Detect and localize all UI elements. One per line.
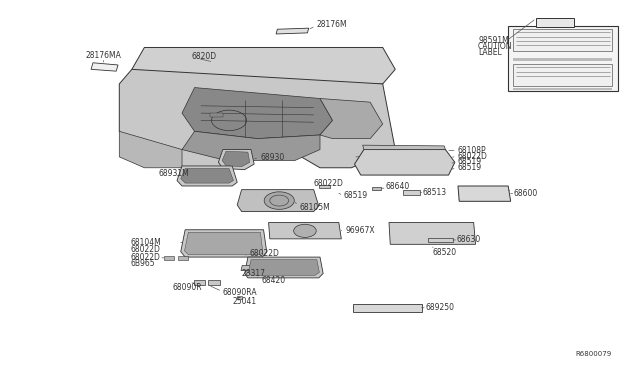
Text: 68022D: 68022D [131, 253, 161, 262]
Text: 96967X: 96967X [345, 226, 374, 235]
Text: 68519: 68519 [458, 163, 482, 172]
Text: 6B965: 6B965 [131, 259, 156, 268]
Polygon shape [363, 145, 445, 150]
Text: CAUTION: CAUTION [478, 42, 513, 51]
Polygon shape [177, 166, 237, 186]
Polygon shape [180, 230, 267, 257]
Text: 68640: 68640 [385, 182, 410, 191]
Circle shape [264, 192, 294, 209]
Polygon shape [320, 99, 383, 139]
Text: 28176MA: 28176MA [86, 51, 122, 60]
Text: 68519: 68519 [344, 191, 368, 200]
Polygon shape [458, 186, 511, 201]
Polygon shape [180, 169, 234, 183]
Polygon shape [164, 256, 175, 260]
Text: 25041: 25041 [232, 297, 256, 306]
Text: 68420: 68420 [261, 276, 285, 285]
Bar [513, 58, 612, 61]
Text: 68930: 68930 [260, 153, 285, 163]
Polygon shape [182, 87, 333, 139]
Bar [513, 87, 612, 90]
Text: 68600: 68600 [513, 189, 538, 198]
Polygon shape [222, 151, 250, 167]
Bar [513, 29, 612, 51]
Text: 68520: 68520 [433, 248, 457, 257]
Circle shape [294, 224, 316, 237]
Polygon shape [403, 190, 420, 195]
Polygon shape [244, 257, 323, 278]
Bar [353, 304, 422, 312]
Text: LABEL: LABEL [478, 48, 502, 57]
Text: 6820D: 6820D [191, 52, 216, 61]
Text: 68104M: 68104M [131, 238, 161, 247]
Polygon shape [248, 260, 319, 275]
Polygon shape [237, 296, 242, 299]
Polygon shape [132, 48, 396, 84]
Text: 689250: 689250 [426, 303, 454, 312]
Text: 68090RA: 68090RA [223, 288, 257, 297]
FancyBboxPatch shape [508, 26, 618, 91]
Text: 68022D: 68022D [131, 245, 161, 254]
Polygon shape [182, 131, 320, 160]
Polygon shape [319, 185, 330, 188]
Text: 68108P: 68108P [458, 146, 486, 155]
Text: 68022D: 68022D [250, 249, 280, 258]
Text: 28176M: 28176M [317, 20, 348, 29]
Polygon shape [241, 266, 256, 270]
Bar [513, 64, 612, 86]
Polygon shape [276, 28, 308, 34]
Bar [194, 280, 205, 285]
Text: 68513: 68513 [422, 188, 446, 197]
Text: 28317: 28317 [242, 269, 266, 278]
Text: 68519: 68519 [458, 157, 482, 166]
Polygon shape [355, 150, 455, 175]
Text: 68630: 68630 [456, 235, 481, 244]
Text: 68105M: 68105M [300, 203, 331, 212]
Polygon shape [211, 113, 223, 117]
Text: 68022D: 68022D [314, 179, 344, 187]
Polygon shape [119, 69, 396, 168]
Polygon shape [269, 222, 341, 239]
FancyBboxPatch shape [536, 18, 574, 28]
Polygon shape [389, 222, 476, 244]
Polygon shape [91, 63, 118, 71]
Text: R6800079: R6800079 [575, 352, 612, 357]
Polygon shape [218, 150, 254, 170]
Bar [209, 280, 220, 285]
Text: 98591M: 98591M [478, 36, 509, 45]
Polygon shape [179, 256, 188, 260]
Text: 68931M: 68931M [159, 169, 189, 178]
Polygon shape [184, 232, 263, 254]
Polygon shape [428, 238, 453, 242]
Text: 68090R: 68090R [173, 283, 202, 292]
Polygon shape [372, 187, 381, 190]
Polygon shape [237, 190, 319, 212]
Polygon shape [119, 131, 182, 168]
Text: 68022D: 68022D [458, 152, 488, 161]
